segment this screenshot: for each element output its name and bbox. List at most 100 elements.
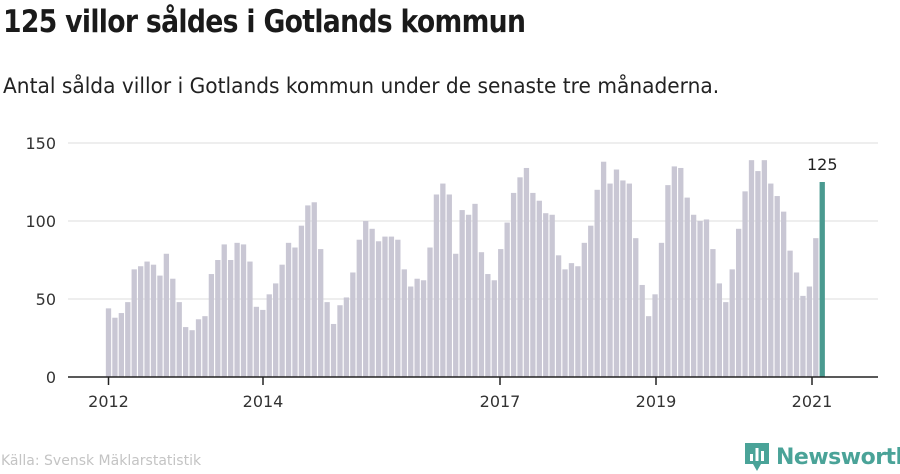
bar — [510, 192, 517, 377]
y-tick-label: 150 — [25, 134, 56, 153]
bar — [330, 323, 337, 377]
bar — [144, 261, 150, 377]
bar — [742, 191, 748, 377]
bar — [446, 194, 452, 377]
bar — [594, 189, 600, 377]
bar — [761, 160, 768, 377]
x-tick-label: 2017 — [480, 392, 521, 411]
bar — [285, 242, 292, 377]
bar — [401, 269, 407, 377]
bar — [716, 283, 722, 377]
bar — [170, 278, 176, 377]
bar — [472, 203, 478, 377]
highlight-value-label: 125 — [807, 155, 838, 174]
bar — [273, 283, 279, 377]
bar — [787, 250, 793, 377]
bar — [131, 269, 137, 377]
bar — [543, 213, 549, 377]
bar — [768, 183, 774, 377]
chart-subtitle: Antal sålda villor i Gotlands kommun und… — [3, 74, 720, 98]
bar — [735, 228, 742, 377]
bar — [318, 249, 324, 377]
bar — [105, 308, 112, 377]
bar — [793, 272, 800, 377]
bar — [645, 316, 652, 377]
bar — [607, 183, 613, 377]
bar — [375, 241, 382, 377]
bar — [723, 302, 729, 377]
bar — [710, 249, 716, 377]
bar — [215, 260, 221, 377]
bar — [459, 210, 465, 377]
chart-title: 125 villor såldes i Gotlands kommun — [3, 4, 526, 40]
bar — [208, 274, 215, 377]
bar — [247, 261, 253, 377]
bar — [504, 222, 510, 377]
bar — [260, 309, 266, 377]
bar — [279, 264, 285, 377]
bar — [427, 247, 433, 377]
bar — [684, 197, 690, 377]
bar — [369, 228, 375, 377]
bar — [408, 286, 414, 377]
y-tick-label: 0 — [46, 368, 56, 387]
bar — [755, 171, 761, 377]
bar — [414, 278, 420, 377]
bar — [568, 263, 575, 377]
bar — [549, 214, 555, 377]
bar — [382, 236, 388, 377]
bar — [298, 225, 305, 377]
bar — [703, 219, 710, 377]
bar — [395, 239, 401, 377]
newsworthy-logo: Newsworthy — [744, 442, 900, 472]
bar — [363, 221, 369, 377]
bar — [478, 252, 485, 377]
bar — [292, 247, 298, 377]
bar — [157, 275, 163, 377]
newsworthy-logo-icon — [745, 443, 769, 471]
bar — [202, 316, 208, 377]
x-tick-label: 2012 — [88, 392, 129, 411]
y-tick-label: 100 — [25, 212, 56, 231]
bar — [305, 205, 311, 377]
bar — [581, 242, 587, 377]
bar — [523, 167, 530, 377]
bar — [633, 238, 639, 377]
source-note: Källa: Svensk Mäklarstatistik — [1, 453, 202, 469]
bar — [176, 302, 182, 377]
bar — [562, 269, 568, 377]
bar — [697, 221, 703, 377]
bar — [517, 177, 523, 377]
bar — [491, 280, 497, 377]
x-tick-label: 2021 — [792, 392, 833, 411]
bar — [748, 160, 755, 377]
bar — [600, 161, 607, 377]
bar — [420, 280, 427, 377]
bar — [195, 319, 202, 377]
bar — [337, 305, 343, 377]
bar — [575, 266, 581, 377]
bar — [665, 185, 671, 377]
bar — [118, 313, 125, 377]
bar — [343, 297, 350, 377]
bar — [138, 266, 144, 377]
bar — [774, 196, 780, 377]
x-tick-label: 2019 — [636, 392, 677, 411]
bar — [639, 284, 645, 377]
bar — [453, 253, 459, 377]
bar — [125, 302, 131, 377]
bar — [485, 274, 491, 377]
y-tick-label: 50 — [36, 290, 56, 309]
bar — [163, 253, 170, 377]
bar — [613, 169, 620, 377]
bar — [112, 317, 118, 377]
bar — [555, 255, 562, 377]
bar — [620, 180, 626, 377]
bar — [221, 244, 227, 377]
bar — [781, 211, 787, 377]
bar — [324, 302, 330, 377]
bar — [253, 306, 260, 377]
bar — [800, 295, 806, 377]
bar — [588, 225, 594, 377]
